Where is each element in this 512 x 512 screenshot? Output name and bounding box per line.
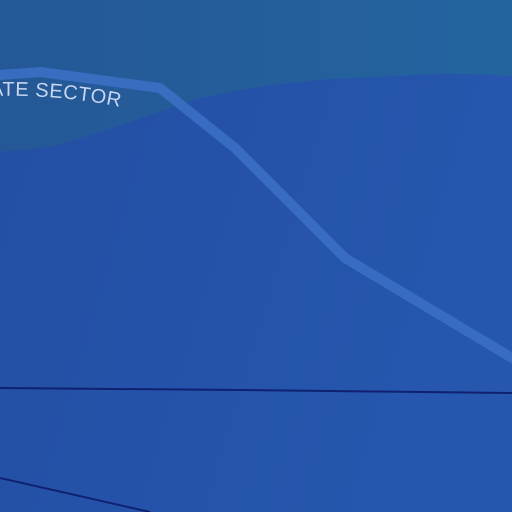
road-horizontal [0, 387, 512, 394]
sector-boundary-line [0, 67, 512, 363]
water-body [0, 0, 512, 152]
road-diagonal [0, 477, 151, 512]
